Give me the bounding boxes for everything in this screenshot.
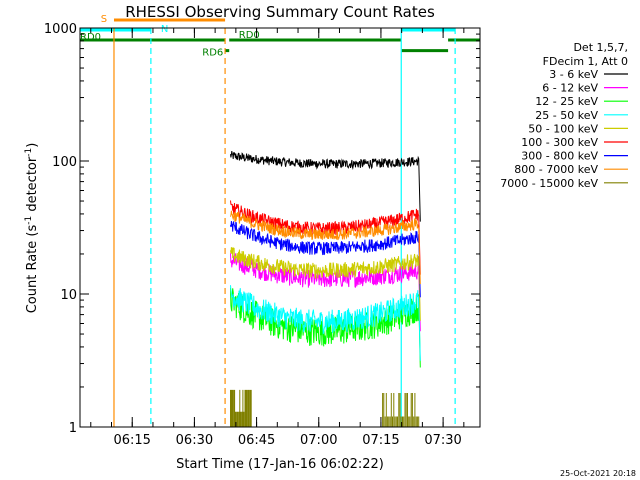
attenuator-markers (113, 28, 456, 427)
series-layer (230, 151, 421, 427)
x-tick-label-5: 07:30 (424, 433, 461, 448)
axis-ticks: 1 10 100 1000 06:15 06:30 06:45 07:00 07:15 07:30 (44, 22, 480, 448)
legend-label-7: 800 - 7000 keV (514, 163, 598, 176)
series-line-6 (230, 220, 421, 298)
x-tick-label-0: 06:15 (113, 433, 150, 448)
legend-label-5: 100 - 300 keV (521, 136, 598, 149)
x-axis-label: Start Time (17-Jan-16 06:02:22) (176, 457, 384, 472)
y-axis-label-sup1: -1 (24, 216, 34, 225)
x-tick-label-4: 07:15 (362, 433, 399, 448)
x-tick-label-2: 06:45 (238, 433, 275, 448)
legend-header-1: Det 1,5,7, (573, 41, 628, 54)
x-tick-label-3: 07:00 (300, 433, 337, 448)
series-line-0 (230, 151, 421, 222)
instrument-flag-bars: S N RD0 RD0 RD6 (80, 14, 480, 59)
y-axis-label: Count Rate (s-1 detector-1) (24, 143, 40, 314)
y-axis-label-mid: detector (25, 156, 40, 216)
series-line-7 (230, 210, 421, 285)
y-tick-label-1: 10 (60, 288, 77, 303)
x-tick-label-1: 06:30 (176, 433, 213, 448)
series-line-8 (230, 389, 420, 427)
flag-label-3: RD0 (80, 32, 101, 43)
legend-label-3: 25 - 50 keV (535, 109, 598, 122)
legend-label-0: 3 - 6 keV (549, 68, 598, 81)
y-tick-label-0: 1 (69, 421, 77, 436)
y-axis-label-end: ) (25, 143, 40, 148)
legend-label-4: 50 - 100 keV (528, 122, 598, 135)
flag-label-4: RD0 (239, 30, 260, 41)
series-line-4 (230, 247, 421, 321)
plot-frame (79, 27, 481, 428)
series-line-3 (230, 285, 421, 361)
legend-label-2: 12 - 25 keV (535, 95, 598, 108)
legend-label-1: 6 - 12 keV (542, 82, 598, 95)
chart-title: RHESSI Observing Summary Count Rates (125, 3, 435, 21)
legend-header-2: FDecim 1, Att 0 (543, 55, 628, 68)
flag-label-0: S (101, 14, 107, 25)
y-tick-label-2: 100 (52, 155, 77, 170)
footer-date: 25-Oct-2021 20:18 (560, 469, 636, 478)
flag-label-6: RD6 (202, 48, 223, 59)
legend-label-8: 7000 - 15000 keV (500, 177, 598, 190)
flag-label-1: N (161, 24, 168, 35)
y-tick-label-3: 1000 (44, 22, 77, 37)
y-axis-label-main: Count Rate (s (25, 225, 40, 314)
legend-label-6: 300 - 800 keV (521, 150, 598, 163)
y-axis-label-sup2: -1 (24, 148, 34, 157)
